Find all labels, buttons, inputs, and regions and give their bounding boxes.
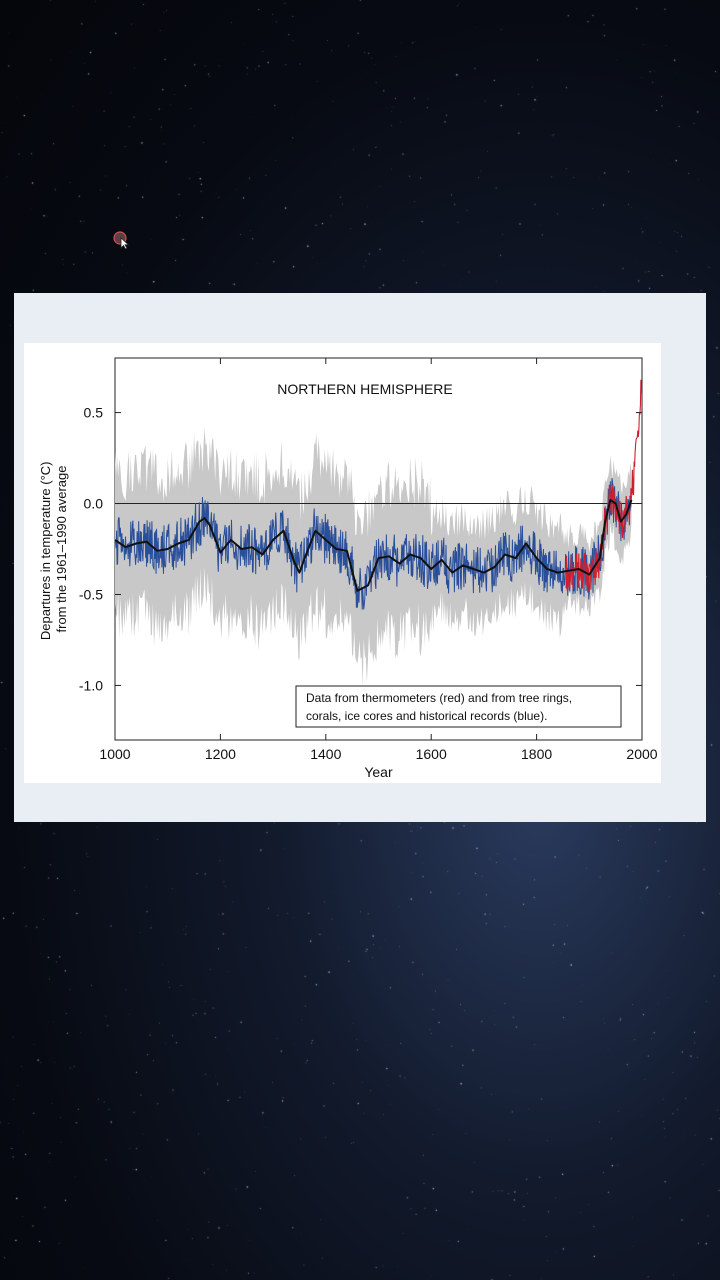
x-tick-label: 1200	[205, 746, 236, 762]
axis-ticks: 1000 1200 1400 1600 1800 2000 0.5 0.0 -0.5 -1.0	[79, 358, 658, 762]
annotation-line-2: corals, ice cores and historical records…	[306, 709, 547, 723]
mouse-cursor-icon	[113, 231, 130, 249]
y-tick-label: -0.5	[79, 586, 103, 602]
x-tick-label: 1800	[521, 746, 552, 762]
chart-title: NORTHERN HEMISPHERE	[277, 381, 453, 397]
x-tick-label: 1600	[416, 746, 447, 762]
y-axis-label-line-1: Departures in temperature (°C)	[38, 462, 53, 641]
y-axis-label-line-2: from the 1961–1990 average	[54, 466, 69, 633]
y-tick-label: -1.0	[79, 677, 103, 693]
proxy-series	[114, 478, 632, 610]
smoothed-series-line	[114, 498, 633, 592]
smoothed-series	[114, 498, 633, 592]
y-tick-label: 0.0	[84, 496, 104, 512]
annotation-border	[295, 685, 622, 728]
x-tick-label: 2000	[626, 746, 657, 762]
slide-frame: 1000 1200 1400 1600 1800 2000 0.5 0.0 -0.5 -1.0 N…	[14, 293, 706, 822]
x-tick-label: 1400	[310, 746, 341, 762]
annotation-box: Data from thermometers (red) and from tr…	[295, 685, 622, 728]
proxy-series-line	[114, 478, 632, 610]
x-tick-label: 1000	[99, 746, 130, 762]
y-tick-label: 0.5	[84, 405, 104, 421]
x-axis-label: Year	[364, 764, 393, 780]
y-axis-label: Departures in temperature (°C) from the …	[38, 458, 69, 640]
chart-panel: 1000 1200 1400 1600 1800 2000 0.5 0.0 -0.5 -1.0 N…	[24, 343, 661, 783]
temperature-chart: 1000 1200 1400 1600 1800 2000 0.5 0.0 -0.5 -1.0 N…	[38, 357, 658, 780]
annotation-line-1: Data from thermometers (red) and from tr…	[306, 691, 572, 705]
